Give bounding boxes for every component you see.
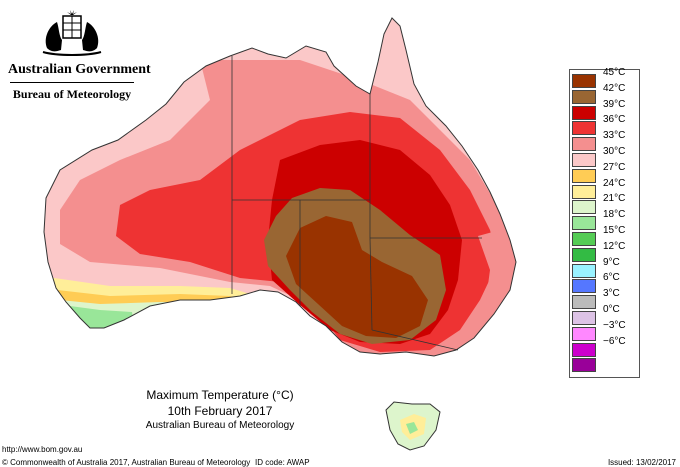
zone-45c [286,216,428,338]
legend-label: 42°C [603,82,626,94]
government-name: Australian Government [8,62,151,77]
legend-label: 18°C [603,209,626,221]
legend-label: 15°C [603,225,626,236]
temperature-legend: 45°C 42°C 39°C 36°C 33°C 30°C 27°C 24°C 21°C 18°C… [569,67,640,378]
legend-label: 0°C [603,304,620,315]
coat-of-arms-icon [42,10,102,56]
legend-swatch [572,200,596,215]
legend-swatch [572,137,596,152]
temperature-field [44,18,516,356]
legend-swatch [572,74,596,88]
legend-swatch [572,263,596,278]
bom-website-link[interactable]: http://www.bom.gov.au [2,445,83,454]
legend-swatch [572,247,596,262]
legend-swatch [572,105,596,120]
legend-label: 24°C [603,177,626,189]
id-code: ID code: AWAP [255,458,310,467]
legend-label: 12°C [603,240,626,252]
legend-label: 36°C [603,114,626,126]
map-title: Maximum Temperature (°C) [146,388,294,402]
legend-swatch [572,342,596,357]
state-borders [231,56,482,351]
legend-label: −6°C [603,335,626,347]
coastline [43,17,517,357]
legend-swatch [572,168,596,183]
legend-swatch [572,184,596,199]
tasmania [385,401,441,451]
legend-swatch [572,89,596,104]
legend-label: 33°C [603,130,626,142]
legend-swatch [572,121,596,136]
legend-label: 9°C [603,256,620,268]
legend-swatch [572,153,596,167]
legend-swatch [572,295,596,310]
government-logo: Australian Government Bureau of Meteorol… [8,8,151,102]
bureau-name: Bureau of Meteorology [12,87,132,101]
zone-27c [44,288,280,356]
legend-label: 45°C [603,67,626,78]
map-caption: Maximum Temperature (°C) 10th February 2… [130,387,310,433]
legend-swatch [572,358,596,373]
map-organisation: Australian Bureau of Meteorology [145,420,295,431]
legend-label: −3°C [603,319,626,331]
legend-label: 6°C [603,272,620,284]
copyright-notice: © Commonwealth of Australia 2017, Austra… [2,458,251,467]
legend-swatch [572,216,596,231]
legend-label: 27°C [603,161,626,173]
map-date: 10th February 2017 [167,404,273,418]
logo-divider [10,82,134,83]
issued-date: Issued: 13/02/2017 [607,458,676,467]
legend-label: 3°C [603,288,620,300]
legend-label: 39°C [603,98,626,110]
legend-swatch [572,232,596,246]
legend-label: 30°C [603,146,626,157]
legend-swatch [572,311,596,325]
legend-swatch [572,279,596,294]
legend-swatch [572,326,596,341]
legend-label: 21°C [603,193,626,205]
